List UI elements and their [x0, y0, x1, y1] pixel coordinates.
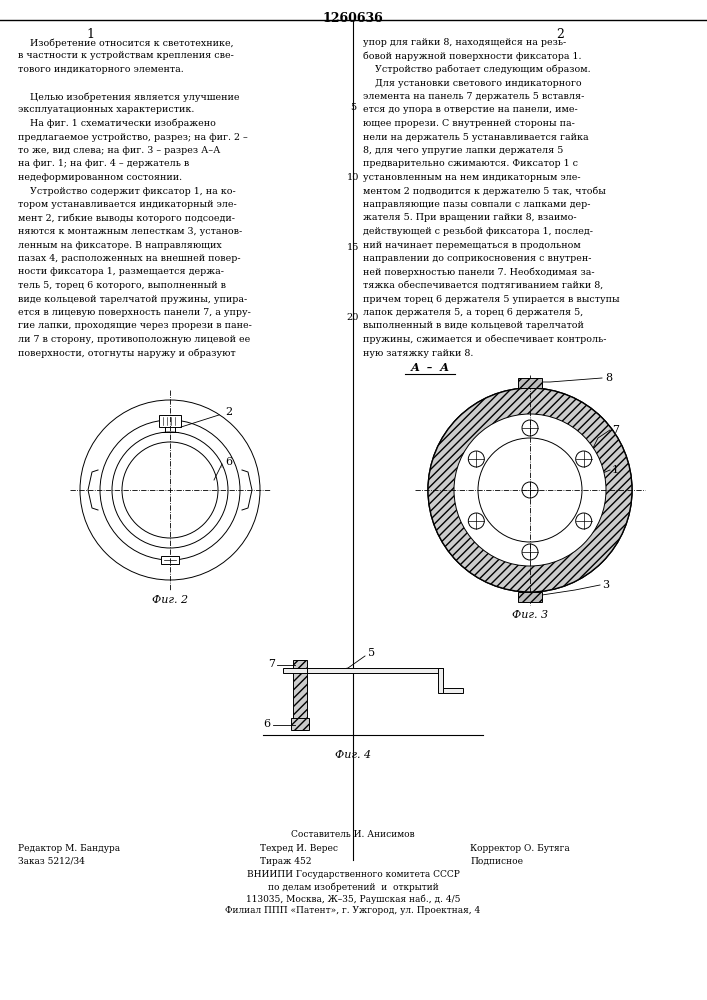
Circle shape: [468, 513, 484, 529]
Bar: [293, 660, 307, 730]
Text: лапок держателя 5, а торец 6 держателя 5,: лапок держателя 5, а торец 6 держателя 5…: [363, 308, 583, 317]
Text: на фиг. 1; на фиг. 4 – держатель в: на фиг. 1; на фиг. 4 – держатель в: [18, 159, 189, 168]
Text: Устройство содержит фиксатор 1, на ко-: Устройство содержит фиксатор 1, на ко-: [18, 186, 235, 196]
Text: элемента на панель 7 держатель 5 вставля-: элемента на панель 7 держатель 5 вставля…: [363, 92, 585, 101]
Text: На фиг. 1 схематически изображено: На фиг. 1 схематически изображено: [18, 119, 216, 128]
Text: ности фиксатора 1, размещается держа-: ности фиксатора 1, размещается держа-: [18, 267, 224, 276]
Text: 2: 2: [556, 28, 564, 41]
Circle shape: [575, 513, 592, 529]
Text: 7: 7: [612, 425, 619, 435]
Text: упор для гайки 8, находящейся на резь-: упор для гайки 8, находящейся на резь-: [363, 38, 566, 47]
Text: пружины, сжимается и обеспечивает контроль-: пружины, сжимается и обеспечивает контро…: [363, 335, 607, 344]
Text: ную затяжку гайки 8.: ную затяжку гайки 8.: [363, 349, 474, 358]
Text: 10: 10: [347, 174, 359, 182]
Bar: [291, 718, 309, 730]
Text: Техред И. Верес: Техред И. Верес: [260, 844, 338, 853]
Text: 5: 5: [368, 648, 375, 658]
Text: 1: 1: [612, 465, 619, 475]
Text: тяжка обеспечивается подтягиванием гайки 8,: тяжка обеспечивается подтягиванием гайки…: [363, 281, 603, 290]
Text: Фиг. 4: Фиг. 4: [335, 750, 371, 760]
Circle shape: [478, 438, 582, 542]
Text: 5: 5: [350, 104, 356, 112]
Text: ли 7 в сторону, противоположную лицевой ее: ли 7 в сторону, противоположную лицевой …: [18, 335, 250, 344]
Text: А  –  А: А – А: [411, 362, 450, 373]
Bar: [283, 668, 307, 673]
Text: 1260636: 1260636: [322, 12, 383, 25]
Circle shape: [428, 388, 632, 592]
Bar: [518, 592, 542, 602]
Text: поверхности, отогнуты наружу и образуют: поверхности, отогнуты наружу и образуют: [18, 349, 235, 358]
Text: 1: 1: [86, 28, 94, 41]
Text: 20: 20: [347, 314, 359, 322]
Text: жателя 5. При вращении гайки 8, взаимо-: жателя 5. При вращении гайки 8, взаимо-: [363, 214, 577, 223]
Text: 6: 6: [225, 457, 232, 467]
Text: эксплуатационных характеристик.: эксплуатационных характеристик.: [18, 105, 194, 114]
Text: мент 2, гибкие выводы которого подсоеди-: мент 2, гибкие выводы которого подсоеди-: [18, 214, 235, 223]
Text: направлении до соприкосновения с внутрен-: направлении до соприкосновения с внутрен…: [363, 254, 592, 263]
Text: Заказ 5212/34: Заказ 5212/34: [18, 857, 85, 866]
Text: ний начинает перемещаться в продольном: ний начинает перемещаться в продольном: [363, 240, 580, 249]
Text: предлагаемое устройство, разрез; на фиг. 2 –: предлагаемое устройство, разрез; на фиг.…: [18, 132, 247, 141]
Text: 6: 6: [263, 719, 270, 729]
Circle shape: [428, 388, 632, 592]
Text: гие лапки, проходящие через прорези в пане-: гие лапки, проходящие через прорези в па…: [18, 322, 252, 330]
Bar: [518, 378, 542, 388]
Text: 7: 7: [268, 659, 275, 669]
Text: Фиг. 3: Фиг. 3: [512, 610, 548, 620]
Text: Устройство работает следующим образом.: Устройство работает следующим образом.: [363, 65, 590, 75]
Text: виде кольцевой тарелчатой пружины, упира-: виде кольцевой тарелчатой пружины, упира…: [18, 294, 247, 304]
Text: 8, для чего упругие лапки держателя 5: 8, для чего упругие лапки держателя 5: [363, 146, 563, 155]
Text: причем торец 6 держателя 5 упирается в выступы: причем торец 6 держателя 5 упирается в в…: [363, 294, 619, 304]
Text: предварительно сжимаются. Фиксатор 1 с: предварительно сжимаются. Фиксатор 1 с: [363, 159, 578, 168]
Bar: [307, 668, 443, 673]
Text: в частности к устройствам крепления све-: в частности к устройствам крепления све-: [18, 51, 234, 60]
Text: нели на держатель 5 устанавливается гайка: нели на держатель 5 устанавливается гайк…: [363, 132, 589, 141]
Text: выполненный в виде кольцевой тарелчатой: выполненный в виде кольцевой тарелчатой: [363, 322, 584, 330]
Text: установленным на нем индикаторным эле-: установленным на нем индикаторным эле-: [363, 173, 580, 182]
Text: бовой наружной поверхности фиксатора 1.: бовой наружной поверхности фиксатора 1.: [363, 51, 581, 61]
Text: Филиал ППП «Патент», г. Ужгород, ул. Проектная, 4: Филиал ППП «Патент», г. Ужгород, ул. Про…: [226, 906, 481, 915]
Text: ней поверхностью панели 7. Необходимая за-: ней поверхностью панели 7. Необходимая з…: [363, 267, 595, 277]
Circle shape: [575, 451, 592, 467]
Text: Для установки светового индикаторного: Для установки светового индикаторного: [363, 79, 582, 88]
Bar: [438, 668, 443, 693]
Text: пазах 4, расположенных на внешней повер-: пазах 4, расположенных на внешней повер-: [18, 254, 240, 263]
Text: тель 5, торец 6 которого, выполненный в: тель 5, торец 6 которого, выполненный в: [18, 281, 226, 290]
Bar: [159, 415, 181, 427]
Text: действующей с резьбой фиксатора 1, послед-: действующей с резьбой фиксатора 1, после…: [363, 227, 593, 236]
Text: недеформированном состоянии.: недеформированном состоянии.: [18, 173, 182, 182]
Bar: [443, 688, 463, 693]
Text: направляющие пазы совпали с лапками дер-: направляющие пазы совпали с лапками дер-: [363, 200, 590, 209]
Text: Корректор О. Бутяга: Корректор О. Бутяга: [470, 844, 570, 853]
Text: ющее прорези. С внутренней стороны па-: ющее прорези. С внутренней стороны па-: [363, 119, 575, 128]
Text: Составитель И. Анисимов: Составитель И. Анисимов: [291, 830, 415, 839]
Text: 15: 15: [347, 243, 359, 252]
Text: ется до упора в отверстие на панели, име-: ется до упора в отверстие на панели, име…: [363, 105, 578, 114]
Text: 8: 8: [605, 373, 612, 383]
Circle shape: [468, 451, 484, 467]
Text: тового индикаторного элемента.: тового индикаторного элемента.: [18, 65, 184, 74]
Text: ВНИИПИ Государственного комитета СССР: ВНИИПИ Государственного комитета СССР: [247, 870, 460, 879]
Text: то же, вид слева; на фиг. 3 – разрез А–А: то же, вид слева; на фиг. 3 – разрез А–А: [18, 146, 221, 155]
Text: ленным на фиксаторе. В направляющих: ленным на фиксаторе. В направляющих: [18, 240, 222, 249]
Text: по делам изобретений  и  открытий: по делам изобретений и открытий: [268, 882, 438, 892]
Bar: [161, 556, 179, 564]
Circle shape: [454, 414, 606, 566]
Text: Изобретение относится к светотехнике,: Изобретение относится к светотехнике,: [18, 38, 233, 47]
Text: 2: 2: [225, 407, 232, 417]
Circle shape: [522, 482, 538, 498]
Circle shape: [522, 544, 538, 560]
Text: Тираж 452: Тираж 452: [260, 857, 312, 866]
Text: Редактор М. Бандура: Редактор М. Бандура: [18, 844, 120, 853]
Text: тором устанавливается индикаторный эле-: тором устанавливается индикаторный эле-: [18, 200, 237, 209]
Text: 113035, Москва, Ж–35, Раушская наб., д. 4/5: 113035, Москва, Ж–35, Раушская наб., д. …: [246, 894, 460, 904]
Text: Целью изобретения является улучшение: Целью изобретения является улучшение: [18, 92, 240, 102]
Text: ментом 2 подводится к держателю 5 так, чтобы: ментом 2 подводится к держателю 5 так, ч…: [363, 186, 606, 196]
Text: Подписное: Подписное: [470, 857, 523, 866]
Text: няются к монтажным лепесткам 3, установ-: няются к монтажным лепесткам 3, установ-: [18, 227, 243, 236]
Circle shape: [522, 420, 538, 436]
Text: 3: 3: [602, 580, 609, 590]
Text: Фиг. 2: Фиг. 2: [152, 595, 188, 605]
Text: ется в лицевую поверхность панели 7, а упру-: ется в лицевую поверхность панели 7, а у…: [18, 308, 251, 317]
